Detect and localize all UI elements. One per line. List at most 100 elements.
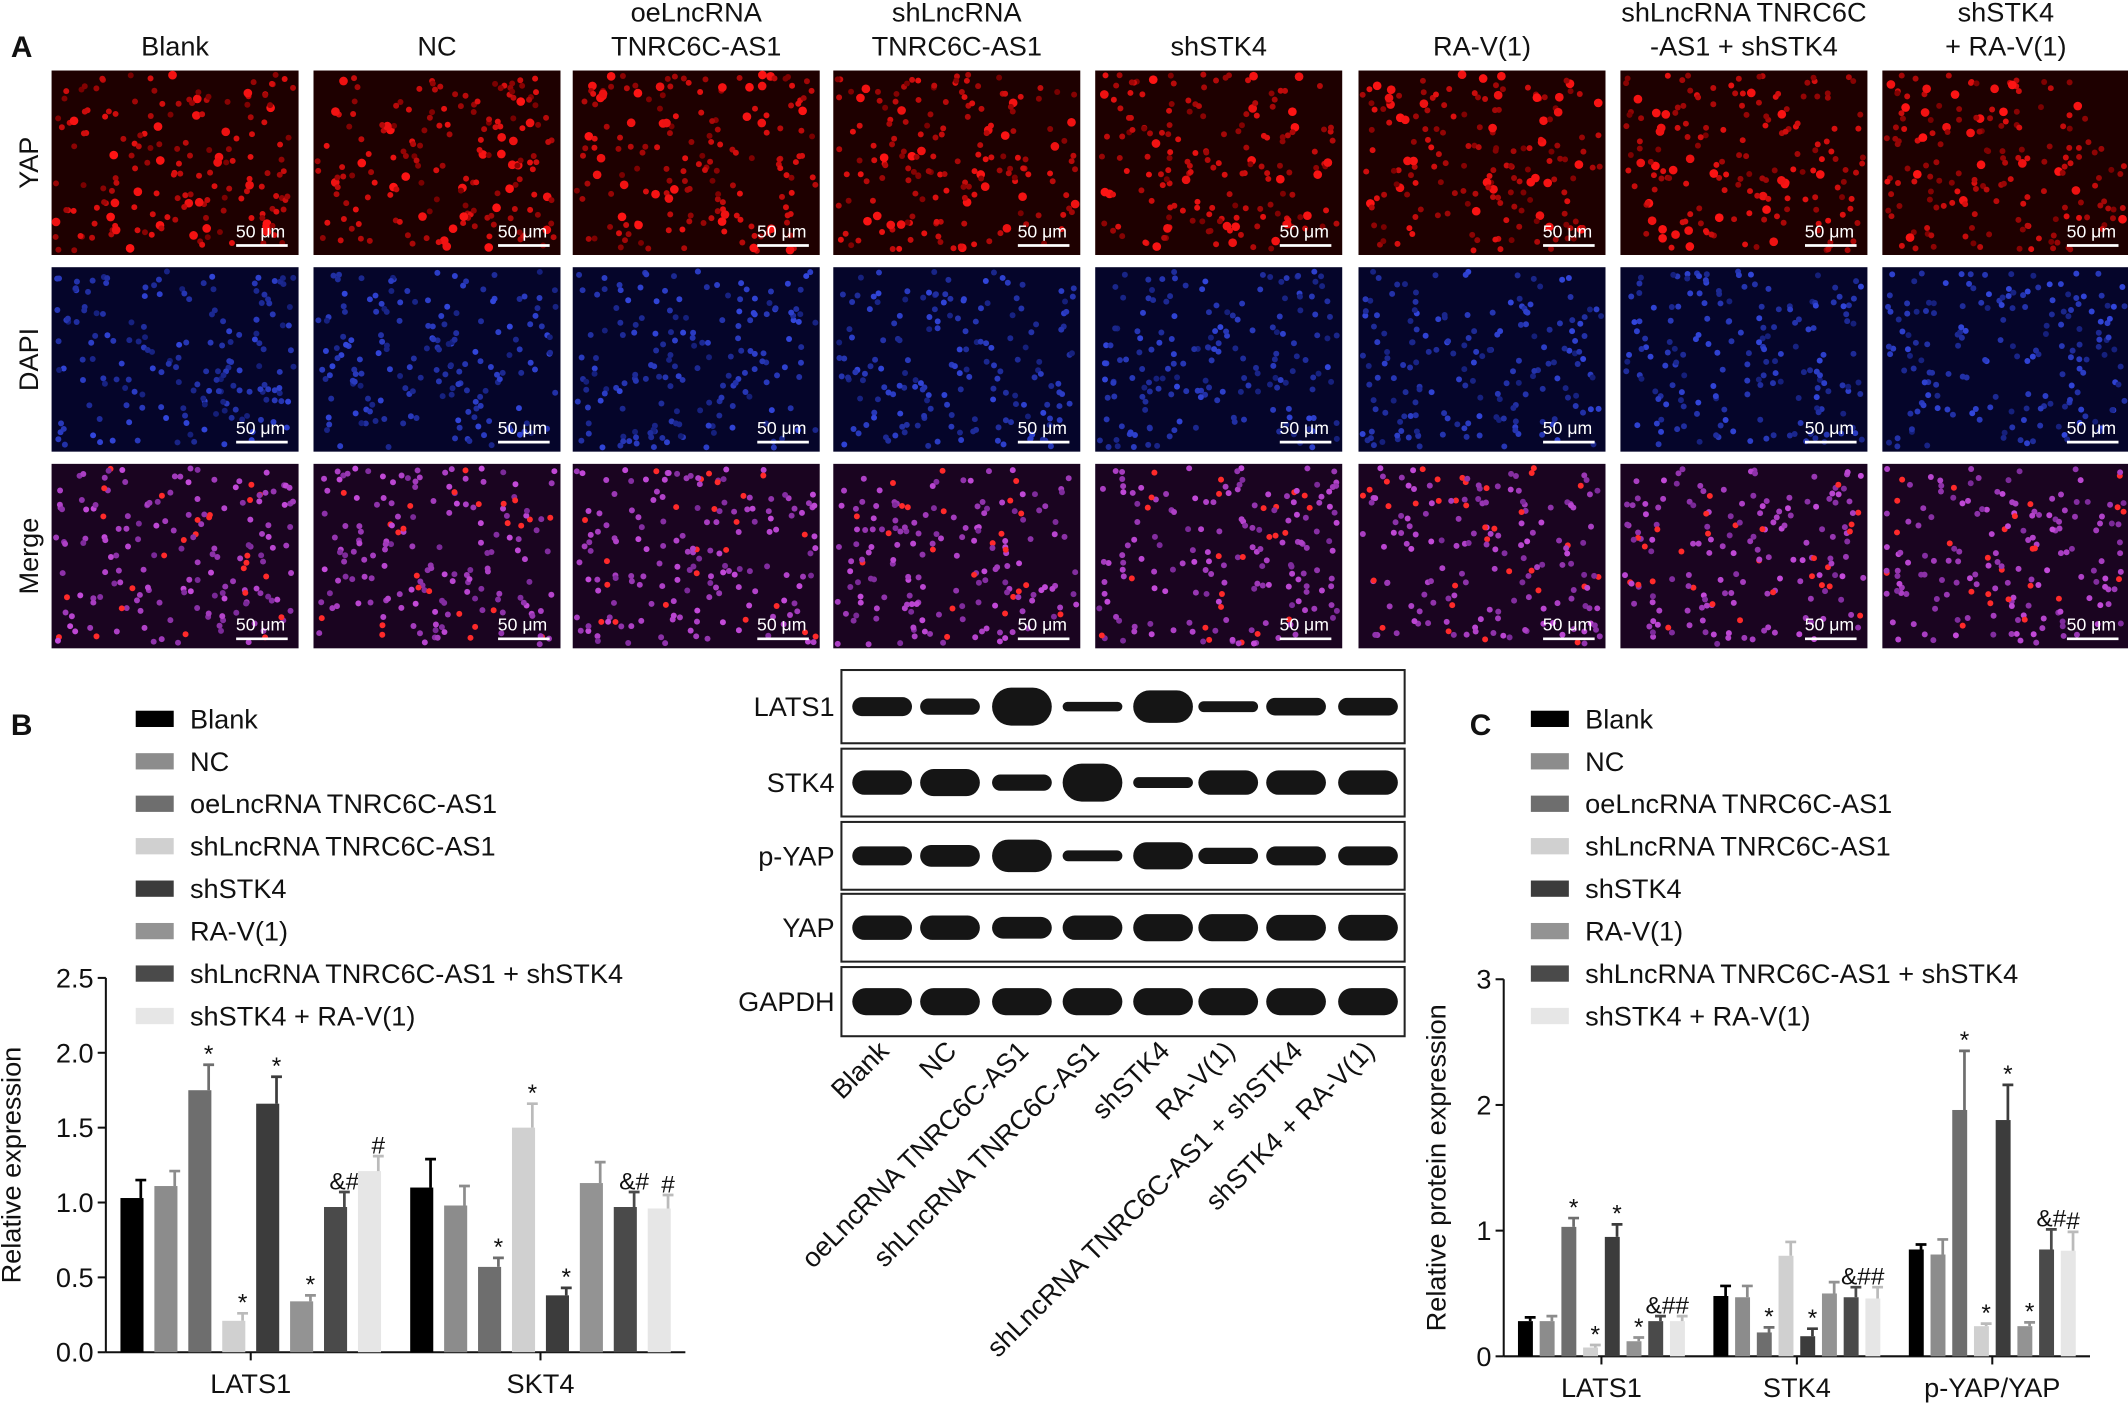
cell (243, 559, 250, 566)
cell (1148, 197, 1155, 204)
cell (1945, 72, 1952, 79)
cell (2097, 602, 2104, 609)
cell (90, 595, 97, 602)
cell (1756, 339, 1763, 346)
cell (628, 578, 635, 585)
cell (882, 162, 889, 169)
cell (1276, 428, 1283, 435)
cell (433, 366, 440, 373)
cell (147, 75, 154, 82)
cell (859, 556, 866, 563)
cell (1274, 210, 1281, 217)
cell (849, 298, 856, 305)
cell (436, 122, 443, 129)
cell (1111, 393, 1118, 400)
cell (1662, 362, 1669, 369)
cell (70, 207, 77, 214)
cell (2095, 174, 2102, 181)
cell (113, 628, 120, 635)
cell (926, 313, 933, 320)
cell (981, 568, 988, 575)
cell (278, 614, 285, 621)
cell (1192, 495, 1199, 502)
cell (192, 94, 202, 104)
cell (128, 319, 135, 326)
cell (1726, 298, 1733, 305)
cell (1119, 476, 1126, 482)
cell (682, 155, 689, 162)
bar (1908, 1249, 1924, 1357)
cell (1692, 336, 1699, 343)
scale-bar-label: 50 μm (236, 418, 285, 438)
cell (1643, 230, 1650, 237)
cell (1761, 216, 1768, 223)
cell (1825, 388, 1832, 395)
cell (894, 541, 901, 548)
cell (1445, 595, 1452, 602)
cell (466, 438, 473, 445)
cell (2101, 198, 2108, 205)
cell (679, 532, 686, 539)
cell (492, 124, 499, 131)
cell (943, 187, 950, 194)
cell (463, 278, 470, 285)
cell (2059, 169, 2066, 176)
cell (1561, 210, 1568, 217)
cell (239, 499, 246, 506)
cell (1329, 547, 1336, 554)
cell (873, 503, 880, 510)
cell (175, 639, 181, 646)
cell (731, 571, 738, 578)
cell (1234, 554, 1241, 561)
cell (220, 207, 227, 214)
cell (1428, 500, 1435, 507)
cell (1714, 213, 1724, 223)
cell (1777, 575, 1783, 582)
cell (1282, 87, 1289, 94)
cell (1123, 168, 1130, 174)
cell (324, 219, 331, 226)
cell (971, 191, 978, 198)
cell (1717, 300, 1724, 307)
cell (495, 329, 502, 336)
cell (1072, 166, 1079, 173)
cell (594, 576, 601, 583)
cell (1328, 575, 1335, 582)
cell (1744, 391, 1751, 398)
band (852, 846, 912, 866)
cell (475, 501, 482, 508)
cell (1287, 562, 1294, 568)
cell (61, 95, 68, 102)
cell (1208, 571, 1215, 577)
cell (521, 556, 528, 563)
cell (992, 566, 999, 573)
cell (1842, 166, 1849, 173)
cell (1152, 242, 1162, 251)
bar (324, 1207, 348, 1353)
cell (627, 143, 634, 150)
cell (72, 285, 79, 292)
cell (1577, 482, 1584, 489)
cell (122, 384, 129, 391)
cell (379, 473, 386, 480)
cell (771, 75, 778, 82)
cell (2001, 429, 2008, 436)
cell (1407, 318, 1414, 324)
cell (1763, 498, 1770, 505)
significance-mark: &# (2036, 1206, 2066, 1233)
cell (1283, 275, 1290, 282)
cell (351, 75, 358, 82)
cell (220, 318, 227, 325)
cell (1821, 380, 1828, 387)
cell (1313, 164, 1320, 171)
cell (900, 148, 907, 155)
cell (263, 469, 270, 476)
cell (1525, 572, 1532, 579)
cell (2084, 214, 2091, 221)
cell (1141, 125, 1148, 132)
cell (689, 334, 696, 341)
cell (1362, 308, 1369, 315)
cell (500, 505, 507, 512)
cell (732, 379, 739, 386)
cell (2028, 576, 2035, 583)
